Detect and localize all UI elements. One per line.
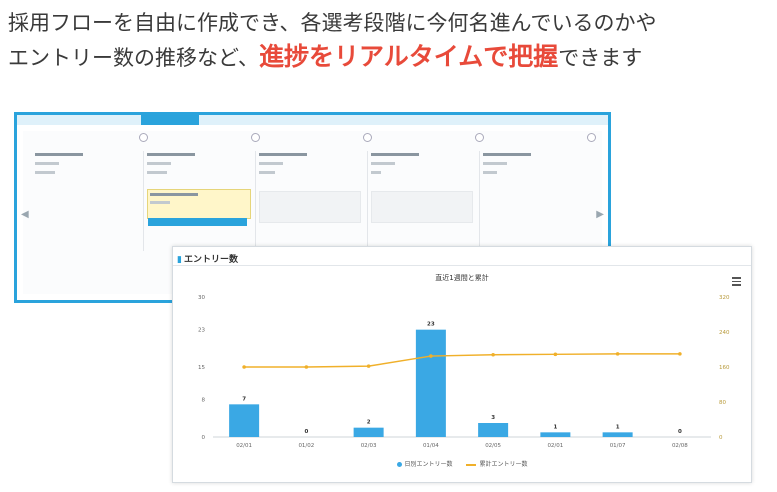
entry-panel-title: エントリー数: [183, 255, 238, 265]
x-tick-label: 02/01: [236, 443, 252, 449]
stage-node-icon: [139, 133, 148, 142]
stage-column: [31, 151, 144, 251]
cumulative-point: [553, 352, 558, 357]
scroll-right-icon[interactable]: ▶: [596, 209, 604, 220]
headline-accent: 進捗をリアルタイムで把握: [258, 42, 559, 71]
y-right-tick-label: 80: [719, 400, 726, 406]
empty-slot: [259, 191, 361, 223]
scroll-left-icon[interactable]: ◀: [21, 209, 29, 220]
bar: [540, 432, 571, 437]
bar-data-label: 1: [616, 424, 620, 430]
y-left-tick-label: 0: [202, 435, 206, 441]
x-tick-label: 02/08: [672, 443, 688, 449]
stage-card[interactable]: [371, 151, 473, 187]
entry-panel-header: ▮ エントリー数: [177, 252, 238, 265]
bar: [353, 427, 384, 437]
stage-card-placeholder-text: [371, 153, 419, 174]
stage-node-icon: [475, 133, 484, 142]
header-divider: [173, 265, 751, 266]
cumulative-point: [366, 364, 371, 368]
stage-card-placeholder-text: [259, 153, 307, 174]
x-tick-label: 01/07: [610, 443, 626, 449]
stage-card[interactable]: [259, 151, 361, 187]
x-tick-label: 02/01: [547, 443, 563, 449]
headline-line-1: 採用フローを自由に作成でき、各選考段階に今何名進んでいるのかや: [8, 11, 657, 35]
stage-card-placeholder-text: [483, 153, 531, 174]
legend-dot-icon: [396, 462, 402, 467]
bar-data-label: 0: [678, 429, 682, 435]
stage-column: [143, 151, 256, 251]
legend-item-bars[interactable]: 日別エントリー数: [396, 459, 453, 468]
chart-legend: 日別エントリー数 累計エントリー数: [173, 459, 751, 468]
bar-data-label: 23: [427, 322, 435, 328]
bar-data-label: 1: [553, 424, 557, 430]
headline-line-2: エントリー数の推移など、進捗をリアルタイムで把握できます: [8, 40, 773, 75]
x-tick-label: 01/02: [298, 443, 314, 449]
x-tick-label: 02/03: [361, 443, 377, 449]
x-tick-label: 01/04: [423, 443, 439, 449]
cumulative-point: [304, 365, 309, 369]
stage-node-icon: [363, 133, 372, 142]
stage-card[interactable]: [35, 151, 137, 187]
bar-data-label: 2: [367, 420, 371, 426]
cumulative-point: [491, 352, 495, 357]
stage-column: [367, 151, 480, 251]
y-left-tick-label: 30: [198, 295, 205, 301]
headline-line-2-suffix: できます: [558, 46, 643, 70]
stage-card-placeholder-text: [147, 153, 195, 174]
stage-card[interactable]: [483, 151, 585, 187]
bar: [602, 432, 633, 437]
hamburger-menu-icon[interactable]: [732, 277, 741, 286]
y-left-tick-label: 23: [198, 328, 205, 334]
y-right-tick-label: 160: [719, 365, 730, 371]
y-right-tick-label: 320: [719, 295, 730, 301]
cumulative-point: [615, 352, 620, 356]
cumulative-point: [242, 365, 246, 369]
legend-label-line: 累計エントリー数: [479, 461, 528, 468]
y-right-tick-label: 240: [719, 330, 730, 336]
cumulative-line: [244, 353, 680, 368]
stage-column: [479, 151, 591, 251]
empty-slot: [371, 191, 473, 223]
stage-card-action-button[interactable]: [148, 218, 247, 226]
bar-data-label: 3: [491, 415, 495, 421]
bar-chart-icon: ▮: [177, 255, 182, 265]
bar: [478, 423, 509, 437]
headline: 採用フローを自由に作成でき、各選考段階に今何名進んでいるのかや エントリー数の推…: [8, 6, 773, 75]
stage-card-placeholder-text: [35, 153, 83, 174]
stage-card-highlighted[interactable]: [147, 189, 251, 226]
stage-card[interactable]: [147, 151, 249, 187]
entry-count-panel: ▮ エントリー数 直近1週間と累計 0 8 15 23 30 0 80 160 240 320 7 02…: [172, 246, 752, 483]
y-left-tick-label: 15: [198, 365, 205, 371]
cumulative-point: [429, 354, 433, 358]
legend-item-line[interactable]: 累計エントリー数: [466, 459, 527, 468]
stage-node-icon: [251, 133, 260, 142]
x-tick-label: 02/05: [485, 443, 501, 449]
y-left-tick-label: 8: [202, 398, 206, 404]
flow-tab-1[interactable]: [17, 115, 77, 125]
cumulative-point: [678, 352, 682, 356]
bar-data-label: 0: [304, 429, 308, 435]
flow-tab-bar: [17, 115, 608, 125]
flow-board-window: ◀ ▶: [14, 112, 611, 303]
bar-data-label: 7: [242, 396, 246, 402]
bar: [229, 404, 260, 437]
legend-line-icon: [466, 463, 477, 466]
stage-column: [255, 151, 368, 251]
flow-tab-2[interactable]: [79, 115, 139, 125]
y-right-tick-label: 0: [719, 435, 723, 441]
stage-node-icon: [587, 133, 596, 142]
stage-card-placeholder-text: [150, 193, 198, 204]
chart-title: 直近1週間と累計: [435, 273, 488, 282]
headline-line-2-prefix: エントリー数の推移など、: [8, 46, 259, 70]
bar: [415, 329, 446, 437]
flow-tab-3-active[interactable]: [141, 115, 199, 125]
legend-label-bars: 日別エントリー数: [404, 461, 453, 468]
entry-chart: 直近1週間と累計 08152330080160240320702/01001/0…: [198, 273, 730, 449]
